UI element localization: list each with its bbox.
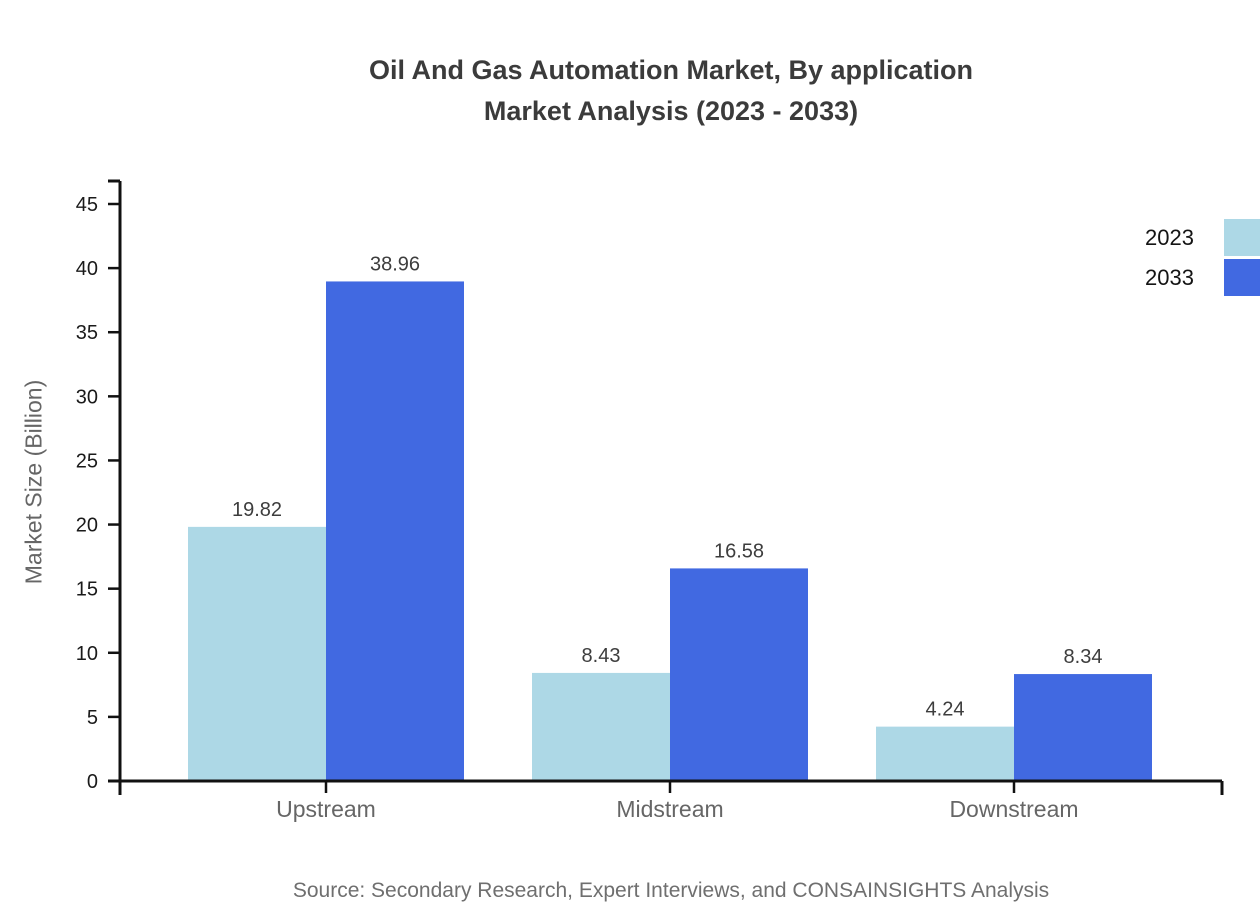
value-label-2023-upstream: 19.82 [232, 499, 282, 521]
chart-title-line2: Market Analysis (2023 - 2033) [483, 96, 859, 126]
chart-title-line1: Oil And Gas Automation Market, By applic… [368, 55, 974, 85]
y-tick-label: 45 [76, 194, 98, 216]
bar-2023-upstream [188, 526, 326, 781]
legend-item-2023: 2023 [1145, 219, 1260, 256]
y-tick-label: 5 [87, 707, 98, 729]
category-label-downstream: Downstream [949, 796, 1078, 822]
y-axis-title: Market Size (Billion) [20, 379, 47, 585]
bar-2033-upstream [326, 281, 464, 781]
y-tick-label: 40 [76, 258, 98, 280]
y-tick-label: 30 [76, 386, 98, 408]
bar-2023-downstream [876, 726, 1014, 781]
legend-swatch-2033 [1224, 259, 1260, 296]
value-label-2033-upstream: 38.96 [370, 253, 420, 275]
y-tick-label: 35 [76, 322, 98, 344]
bar-2033-downstream [1014, 674, 1152, 781]
value-label-2033-downstream: 8.34 [1064, 646, 1103, 668]
source-note: Source: Secondary Research, Expert Inter… [292, 879, 1050, 902]
value-label-2023-midstream: 8.43 [582, 645, 621, 667]
value-label-2033-midstream: 16.58 [714, 540, 764, 562]
legend-label-2033: 2033 [1145, 264, 1194, 290]
y-tick-label: 25 [76, 450, 98, 472]
category-label-midstream: Midstream [616, 796, 723, 822]
chart-title: Oil And Gas Automation Market, By applic… [120, 50, 1222, 132]
legend-item-2033: 2033 [1145, 259, 1260, 296]
y-tick-label: 0 [87, 771, 98, 793]
bar-2023-midstream [532, 672, 670, 781]
bar-2033-midstream [670, 568, 808, 781]
y-tick-label: 10 [76, 643, 98, 665]
category-label-upstream: Upstream [276, 796, 376, 822]
value-label-2023-downstream: 4.24 [926, 699, 965, 721]
y-tick-label: 20 [76, 515, 98, 537]
legend-swatch-2023 [1224, 219, 1260, 256]
y-tick-label: 15 [76, 579, 98, 601]
legend-label-2023: 2023 [1145, 224, 1194, 250]
legend: 2023 2033 [1145, 219, 1260, 296]
